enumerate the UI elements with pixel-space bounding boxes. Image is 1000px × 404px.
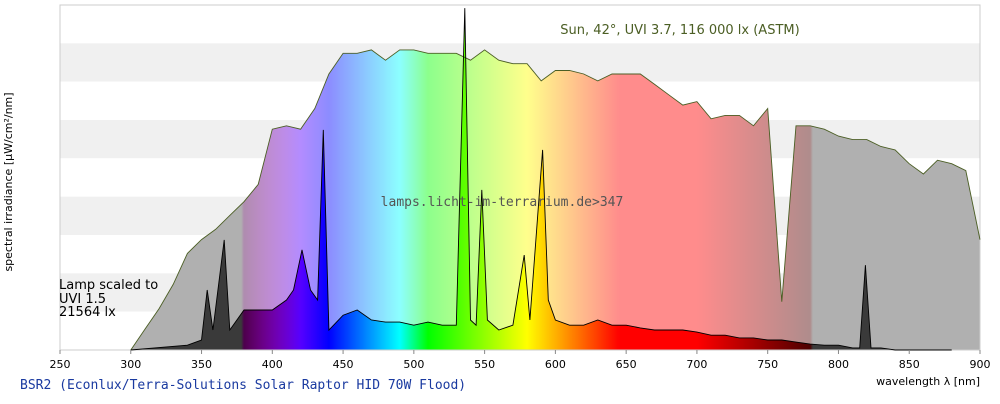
x-tick-label: 750 (757, 358, 778, 371)
y-axis-label: spectral irradiance [µW/cm²/nm] (2, 92, 15, 271)
x-tick-label: 250 (50, 358, 71, 371)
x-tick-label: 600 (545, 358, 566, 371)
x-tick-label: 550 (474, 358, 495, 371)
annotation: 21564 lx (59, 305, 116, 320)
x-axis-label: wavelength λ [nm] (876, 375, 980, 388)
annotation: Lamp scaled to (59, 278, 158, 293)
x-tick-label: 650 (616, 358, 637, 371)
x-tick-label: 900 (970, 358, 991, 371)
x-tick-label: 350 (191, 358, 212, 371)
watermark: lamps.licht-im-terrarium.de>347 (381, 195, 624, 210)
x-tick-label: 700 (686, 358, 707, 371)
sun-label: Sun, 42°, UVI 3.7, 116 000 lx (ASTM) (560, 23, 799, 38)
x-tick-label: 500 (403, 358, 424, 371)
x-tick-label: 400 (262, 358, 283, 371)
x-tick-label: 850 (899, 358, 920, 371)
band (60, 5, 980, 44)
annotation: UVI 1.5 (59, 292, 106, 307)
x-tick-label: 800 (828, 358, 849, 371)
sun-line (130, 49, 981, 351)
x-tick-label: 450 (333, 358, 354, 371)
lamp-line (130, 8, 952, 351)
plot-frame (59, 4, 981, 351)
footer-title: BSR2 (Econlux/Terra-Solutions Solar Rapt… (20, 378, 466, 393)
x-tick-label: 300 (120, 358, 141, 371)
